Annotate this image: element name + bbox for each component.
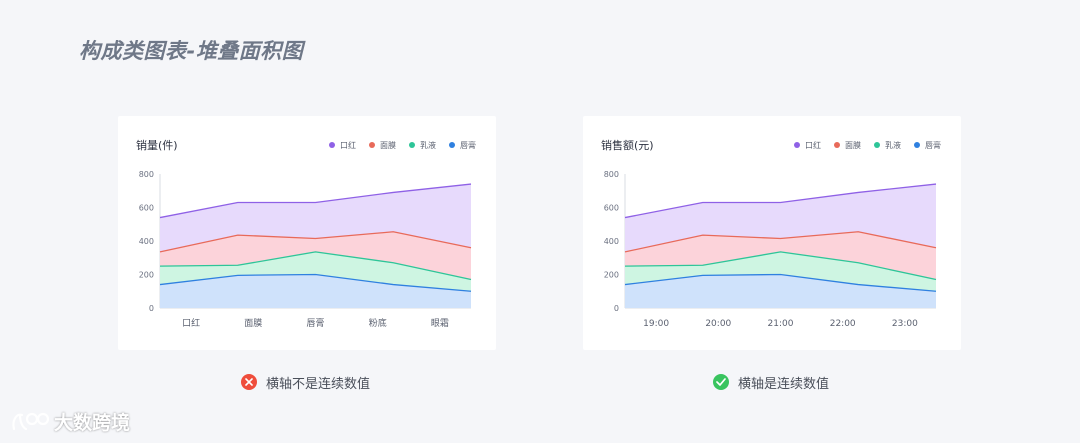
y-tick-label: 400 [604,237,619,246]
legend-label: 口红 [805,140,821,150]
line-item-3 [624,183,937,219]
x-tick-label: 19:00 [643,319,669,329]
legend-swatch [834,142,840,148]
x-tick-label: 粉底 [369,317,387,329]
chart-card-sales-amount: 销售额(元) 唇膏 乳液 面膜 口红 0 200 400 600 800 19:00 20:00 21:… [583,116,961,350]
area-item-0 [625,274,936,308]
legend-swatch [409,142,415,148]
line-item-0 [624,273,937,292]
verdict-correct-text: 横轴是连续数值 [738,376,830,392]
close-icon [241,374,257,390]
area-item-2 [625,231,936,280]
y-tick-label: 0 [149,304,154,313]
line-item-0 [159,273,472,292]
legend-label: 乳液 [885,140,901,150]
legend-label: 唇膏 [460,140,476,150]
x-tick-label: 唇膏 [306,317,324,329]
stacked-area-chart-sales-amount: 销售额(元) 唇膏 乳液 面膜 口红 0 200 400 600 800 19:00 20:00 21:… [601,138,941,329]
legend-swatch [914,142,920,148]
legend-label: 口红 [340,140,356,150]
area-item-2 [160,231,471,280]
verdict-correct: 横轴是连续数值 [713,372,829,392]
line-item-3 [159,183,472,219]
legend-swatch [369,142,375,148]
x-tick-label: 面膜 [244,318,262,329]
y-tick-label: 800 [139,170,154,179]
check-icon [713,374,729,390]
x-tick-label: 口红 [182,317,200,329]
area-item-1 [160,251,471,292]
page-title: 构成类图表-堆叠面积图 [79,39,304,63]
legend-swatch [449,142,455,148]
logo-icon [12,412,50,430]
chart-card-sales-volume: 销量(件) 唇膏 乳液 面膜 口红 0 200 400 600 800 口红 面膜 唇膏 粉底 眼霜 [118,116,496,350]
verdict-wrong: 横轴不是连续数值 [241,372,370,392]
area-item-1 [625,251,936,292]
chart-title: 销量(件) [136,138,178,152]
line-item-2 [159,231,472,253]
watermark: 大数跨境 [10,408,130,435]
chart-title: 销售额(元) [601,138,654,152]
legend-label: 唇膏 [925,140,941,150]
x-tick-label: 20:00 [705,319,731,329]
watermark-text: 大数跨境 [54,412,131,434]
line-item-2 [624,231,937,253]
y-tick-label: 600 [604,204,619,213]
line-item-1 [624,251,937,281]
y-tick-label: 200 [139,271,154,280]
legend-swatch [874,142,880,148]
legend-label: 面膜 [380,140,396,150]
x-tick-label: 21:00 [768,319,794,329]
legend-label: 面膜 [845,140,861,150]
x-tick-label: 眼霜 [431,318,449,329]
x-tick-label: 23:00 [892,319,918,329]
area-item-0 [160,274,471,308]
y-tick-label: 800 [604,170,619,179]
y-tick-label: 400 [139,237,154,246]
line-item-1 [159,251,472,281]
legend-swatch [329,142,335,148]
x-tick-label: 22:00 [830,319,856,329]
legend-swatch [794,142,800,148]
verdict-wrong-text: 横轴不是连续数值 [266,376,371,392]
legend-label: 乳液 [420,140,436,150]
y-tick-label: 0 [614,304,619,313]
y-tick-label: 600 [139,204,154,213]
y-tick-label: 200 [604,271,619,280]
